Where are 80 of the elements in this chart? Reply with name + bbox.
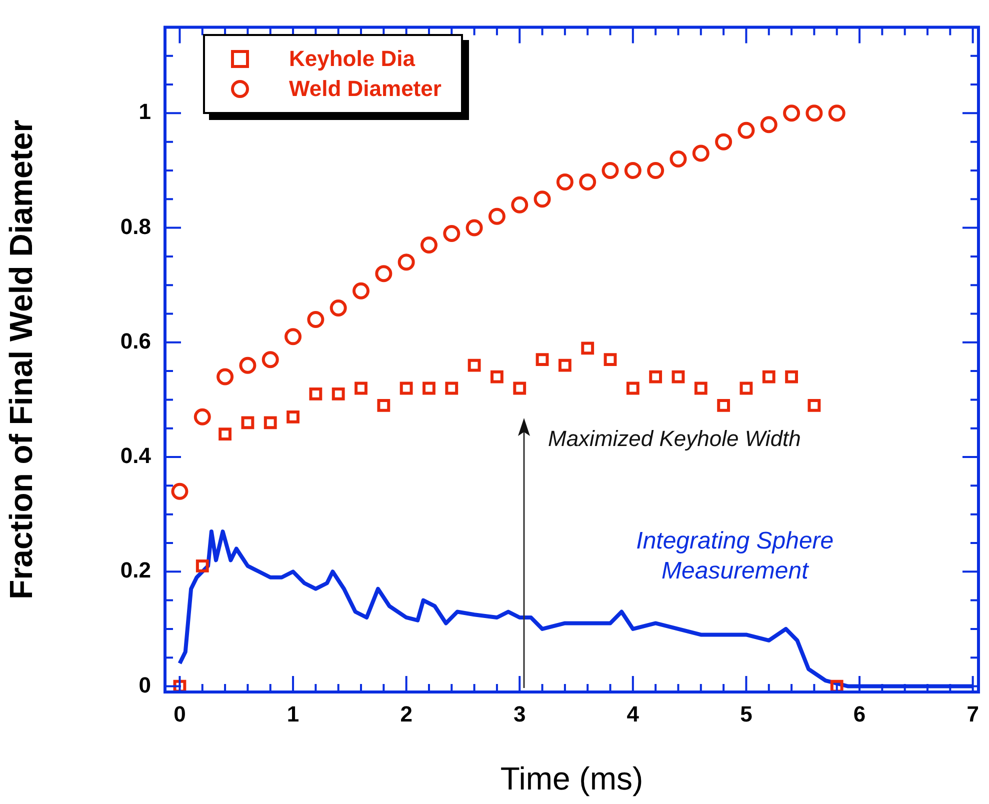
x-axis-title: Time (ms)	[500, 760, 644, 797]
point	[420, 236, 438, 254]
point	[828, 104, 846, 122]
point	[173, 680, 186, 692]
point	[715, 133, 732, 150]
x-tick-label: 6	[853, 701, 866, 726]
legend-label: Weld Diameter	[289, 76, 442, 102]
point	[352, 282, 370, 300]
point	[649, 370, 662, 384]
point	[332, 388, 345, 400]
point	[579, 173, 596, 190]
x-tick-label: 1	[286, 701, 300, 726]
y-tick-label: 0.2	[120, 558, 151, 583]
point	[490, 370, 504, 384]
x-tick-label: 7	[966, 701, 979, 726]
point	[286, 410, 300, 424]
point	[830, 680, 844, 692]
point	[806, 104, 823, 122]
x-tick-label: 5	[740, 701, 752, 726]
point	[196, 559, 209, 572]
point	[624, 162, 642, 179]
point	[443, 225, 460, 242]
legend-label: Keyhole Dia	[289, 46, 415, 72]
point	[377, 399, 390, 412]
point	[488, 208, 506, 225]
point	[808, 399, 821, 412]
series-label: Integrating Sphere Measurement	[636, 528, 834, 585]
point	[558, 358, 572, 372]
point	[647, 162, 664, 179]
point	[760, 116, 778, 134]
point	[762, 370, 776, 384]
y-tick-label: 0	[138, 672, 151, 698]
point	[400, 382, 413, 395]
point	[330, 300, 347, 317]
x-tick-label: 3	[513, 701, 526, 726]
point	[670, 150, 687, 168]
point	[354, 382, 368, 395]
point	[284, 328, 302, 346]
point	[241, 416, 254, 430]
point	[556, 173, 574, 190]
point	[604, 353, 617, 366]
point	[581, 342, 594, 355]
point	[738, 122, 755, 139]
point	[534, 190, 551, 208]
point	[194, 408, 211, 426]
point	[783, 104, 800, 122]
point	[672, 370, 685, 384]
point	[264, 416, 277, 430]
y-axis-title: Fraction of Final Weld Diameter	[3, 120, 40, 600]
point	[239, 356, 256, 374]
x-tick-label: 2	[400, 701, 412, 726]
point	[740, 382, 753, 395]
point	[717, 399, 730, 412]
point	[218, 428, 232, 441]
annotation: Maximized Keyhole Width	[548, 425, 802, 453]
point	[602, 162, 619, 179]
point	[513, 382, 526, 395]
y-tick-label: 0.6	[120, 328, 151, 354]
point	[171, 482, 188, 500]
point	[309, 388, 322, 400]
point	[445, 382, 458, 395]
point	[262, 351, 279, 368]
y-tick-label: 0.4	[120, 443, 152, 468]
point	[216, 368, 234, 386]
point	[692, 144, 710, 162]
point	[694, 382, 708, 395]
x-tick-label: 4	[626, 701, 640, 726]
point	[375, 265, 392, 282]
y-tick-label: 0.8	[120, 214, 151, 239]
y-tick-label: 1	[138, 99, 151, 124]
point	[511, 196, 528, 214]
point	[307, 310, 324, 328]
point	[468, 358, 481, 372]
point	[466, 219, 483, 236]
point	[626, 382, 640, 395]
x-tick-label: 0	[174, 701, 186, 726]
point	[398, 254, 415, 271]
point	[785, 370, 798, 384]
point	[536, 353, 549, 366]
point	[422, 382, 436, 395]
